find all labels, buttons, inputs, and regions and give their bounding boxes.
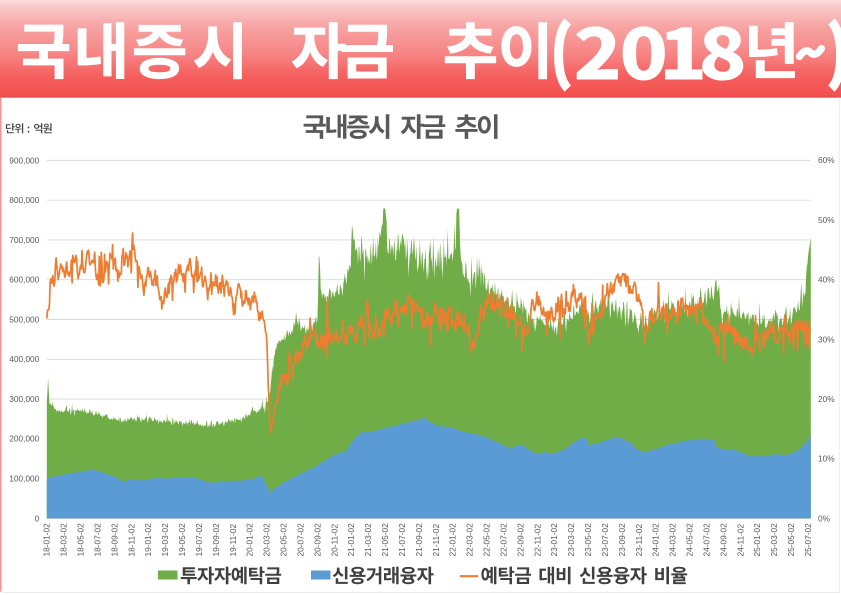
svg-text:23-05-02: 23-05-02 — [583, 523, 593, 557]
svg-text:22-03-02: 22-03-02 — [465, 523, 475, 557]
svg-text:0%: 0% — [818, 513, 831, 523]
svg-text:20-11-02: 20-11-02 — [329, 524, 339, 557]
svg-text:23-07-02: 23-07-02 — [600, 523, 610, 557]
svg-text:18-05-02: 18-05-02 — [76, 523, 86, 557]
svg-text:21-11-02: 21-11-02 — [431, 524, 441, 557]
svg-text:21-07-02: 21-07-02 — [397, 523, 407, 557]
svg-text:18-01-02: 18-01-02 — [42, 523, 52, 557]
svg-text:19-11-02: 19-11-02 — [228, 524, 238, 557]
svg-text:20-05-02: 20-05-02 — [279, 523, 289, 557]
svg-text:21-01-02: 21-01-02 — [346, 523, 356, 557]
svg-text:25-05-02: 25-05-02 — [786, 523, 796, 557]
svg-text:20-01-02: 20-01-02 — [245, 523, 255, 557]
svg-text:30%: 30% — [818, 334, 835, 344]
svg-text:22-07-02: 22-07-02 — [498, 523, 508, 557]
svg-text:500,000: 500,000 — [9, 314, 39, 324]
svg-text:40%: 40% — [818, 275, 835, 285]
svg-text:100,000: 100,000 — [9, 474, 39, 484]
svg-text:24-03-02: 24-03-02 — [668, 523, 678, 557]
svg-text:10%: 10% — [818, 454, 835, 464]
svg-text:23-03-02: 23-03-02 — [566, 523, 576, 557]
svg-text:19-07-02: 19-07-02 — [194, 523, 204, 557]
svg-text:24-09-02: 24-09-02 — [718, 523, 728, 557]
svg-text:21-09-02: 21-09-02 — [414, 523, 424, 557]
svg-text:20-07-02: 20-07-02 — [295, 523, 305, 557]
svg-text:20%: 20% — [818, 394, 835, 404]
svg-text:22-11-02: 22-11-02 — [532, 524, 542, 557]
svg-text:23-01-02: 23-01-02 — [549, 523, 559, 557]
svg-text:400,000: 400,000 — [9, 354, 39, 364]
svg-text:800,000: 800,000 — [9, 195, 39, 205]
svg-text:24-07-02: 24-07-02 — [701, 523, 711, 557]
svg-text:900,000: 900,000 — [9, 155, 39, 165]
svg-text:0: 0 — [35, 513, 40, 523]
svg-text:21-03-02: 21-03-02 — [363, 523, 373, 557]
svg-text:200,000: 200,000 — [9, 434, 39, 444]
svg-text:21-05-02: 21-05-02 — [380, 523, 390, 557]
svg-text:600,000: 600,000 — [9, 275, 39, 285]
svg-text:19-09-02: 19-09-02 — [211, 523, 221, 557]
svg-text:22-01-02: 22-01-02 — [448, 523, 458, 557]
svg-text:300,000: 300,000 — [9, 394, 39, 404]
svg-text:25-01-02: 25-01-02 — [752, 523, 762, 557]
svg-text:25-07-02: 25-07-02 — [803, 523, 813, 557]
svg-text:22-05-02: 22-05-02 — [482, 523, 492, 557]
svg-text:19-03-02: 19-03-02 — [160, 523, 170, 557]
svg-text:18-09-02: 18-09-02 — [109, 523, 119, 557]
svg-text:23-11-02: 23-11-02 — [634, 524, 644, 557]
svg-text:18-03-02: 18-03-02 — [59, 523, 69, 557]
svg-text:20-03-02: 20-03-02 — [262, 523, 272, 557]
svg-text:19-05-02: 19-05-02 — [177, 523, 187, 557]
svg-text:50%: 50% — [818, 215, 835, 225]
svg-text:60%: 60% — [818, 155, 835, 165]
svg-text:23-09-02: 23-09-02 — [617, 523, 627, 557]
svg-text:20-09-02: 20-09-02 — [312, 523, 322, 557]
svg-text:24-05-02: 24-05-02 — [685, 523, 695, 557]
svg-text:22-09-02: 22-09-02 — [515, 523, 525, 557]
svg-text:24-01-02: 24-01-02 — [651, 523, 661, 557]
svg-text:18-07-02: 18-07-02 — [92, 523, 102, 557]
svg-text:700,000: 700,000 — [9, 235, 39, 245]
svg-text:19-01-02: 19-01-02 — [143, 523, 153, 557]
svg-text:18-11-02: 18-11-02 — [126, 524, 136, 557]
svg-text:24-11-02: 24-11-02 — [735, 524, 745, 557]
svg-text:25-03-02: 25-03-02 — [769, 523, 779, 557]
